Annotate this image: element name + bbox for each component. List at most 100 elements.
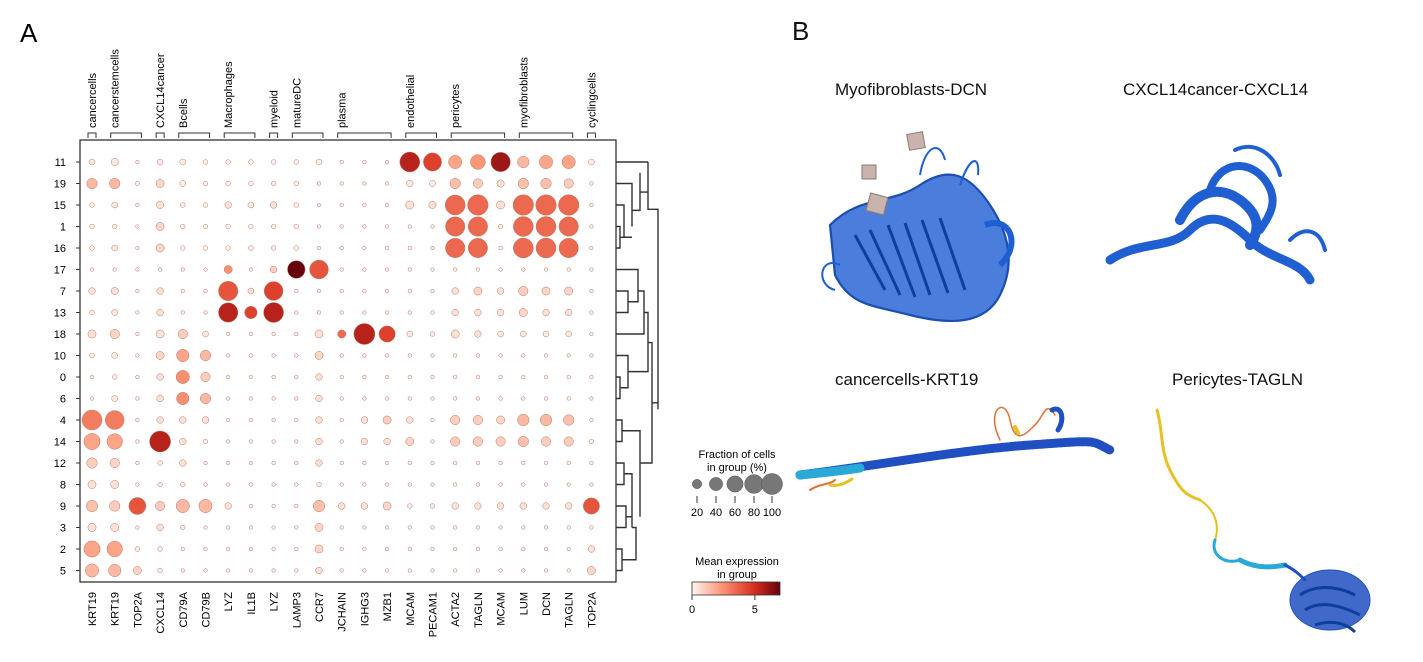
dot [133,566,142,575]
dot [543,546,549,552]
dot [109,500,121,512]
dot [271,374,276,380]
dot [135,181,140,186]
dot [513,237,534,259]
cluster-label: 19 [54,179,66,191]
dot [135,525,140,530]
group-bracket [87,132,97,138]
dot [520,330,527,338]
dot [156,287,164,295]
size-legend-label: 100 [763,507,781,519]
dot [157,481,163,488]
dot [111,352,118,359]
dot [587,545,595,553]
dot [248,223,254,230]
dotplot-frame [79,139,617,583]
dot [315,158,323,166]
dot [535,237,557,259]
dot [449,178,461,189]
dot [453,568,458,573]
dot [589,396,594,401]
dot [180,223,186,230]
dot [430,546,435,552]
dot [407,546,412,552]
dot [248,353,253,358]
dot [561,155,576,169]
dot [382,415,392,425]
dot [315,416,323,424]
dot [313,500,325,512]
protein-structure-krt19 [795,406,1115,491]
dot [339,224,344,229]
dot [589,181,594,186]
dot [429,331,436,337]
dot [589,353,594,358]
dot [467,194,489,216]
dot [180,267,185,272]
group-label: Macrophages [223,61,235,128]
dot [89,245,95,251]
color-legend: Mean expression in group 0 5 [689,556,781,616]
dot [475,396,480,401]
dot [294,374,299,380]
group-bracket [223,132,256,138]
dot [451,502,459,510]
dot [135,460,140,466]
group-label: plasma [337,92,349,128]
group-bracket [518,132,574,138]
dot [453,546,458,552]
dot [248,546,253,552]
dot [496,179,505,188]
dot [247,287,255,295]
dot [202,223,209,230]
dot [339,482,344,487]
dot [203,546,208,552]
dot [157,546,163,552]
group-bracket [337,132,392,138]
dot [475,374,480,380]
dot [362,525,367,530]
dot [498,396,503,401]
dot [294,568,299,573]
gene-label: IGHG3 [359,592,371,626]
dot [518,308,528,317]
dot [513,216,534,237]
dot [202,202,209,208]
dot [177,329,188,339]
dot [583,497,600,515]
dot [475,546,480,552]
dot [430,288,435,294]
dot [226,417,231,423]
dot [202,438,209,445]
dot [248,180,254,187]
dot [362,288,367,294]
dot [89,202,95,208]
dot [445,216,466,237]
dot [543,396,549,401]
dot [543,568,549,573]
dot [407,568,412,573]
dot [157,460,163,466]
dot [451,287,459,295]
size-legend-dot [709,477,723,491]
dot [474,308,482,317]
dot [294,525,299,530]
dendrogram-branch [616,268,639,314]
dot [135,288,140,294]
dot [86,500,98,512]
dot [248,159,254,165]
dot [566,396,571,401]
dot [407,353,412,358]
dot [86,178,98,189]
dot [223,265,233,274]
size-legend-label: 60 [729,507,741,519]
dot [294,439,299,444]
dot [339,159,344,165]
helix-sheet-cluster [821,147,1015,323]
dot [543,525,549,530]
gene-label: CXCL14 [155,592,167,634]
gene-label: KRT19 [87,592,99,626]
dot [566,568,571,573]
dot [407,224,412,229]
dot [135,417,140,423]
